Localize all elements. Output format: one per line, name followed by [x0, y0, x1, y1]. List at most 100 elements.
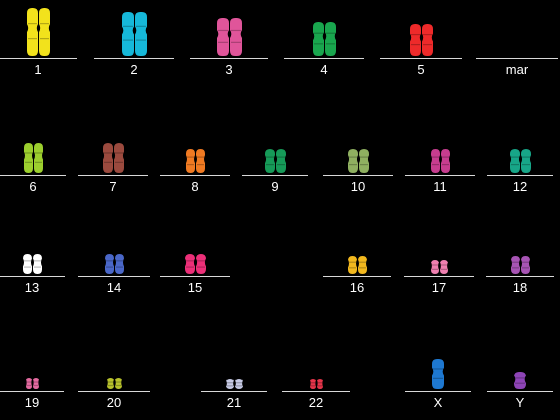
baseline: [323, 175, 393, 176]
chromosome-slot-2: 2: [94, 0, 174, 78]
chromatid-X-1: [432, 359, 444, 389]
baseline: [0, 276, 65, 277]
chromatid-7-1: [102, 143, 113, 173]
chromatid-11-2: [440, 149, 450, 173]
baseline: [476, 58, 558, 59]
chromatid-13-1: [22, 254, 32, 274]
baseline: [94, 58, 174, 59]
chromosome-label: 8: [191, 179, 199, 194]
chromosome-12: [487, 149, 553, 173]
baseline: [380, 58, 462, 59]
chromatid-20-1: [106, 378, 114, 389]
chromatid-22-1: [309, 379, 316, 389]
chromosome-slot-8: 8: [160, 115, 230, 195]
baseline: [282, 391, 350, 392]
chromosome-slot-Y: Y: [487, 331, 553, 411]
chromatid-12-1: [509, 149, 520, 173]
chromosome-17: [404, 260, 474, 274]
chromosome-slot-10: 10: [323, 115, 393, 195]
chromosome-22: [282, 379, 350, 389]
baseline: [0, 58, 77, 59]
chromosome-label: 20: [106, 395, 122, 410]
chromosome-label: 10: [350, 179, 366, 194]
chromatid-15-2: [195, 254, 206, 274]
chromosome-slot-12: 12: [487, 115, 553, 195]
chromosome-label: 1: [34, 62, 42, 77]
chromosome-slot-1: 1: [0, 0, 77, 78]
baseline: [78, 276, 150, 277]
chromatid-14-1: [104, 254, 114, 274]
chromatid-10-1: [347, 149, 358, 173]
chromosome-slot-16: 16: [323, 216, 391, 296]
chromosome-6: [0, 143, 66, 173]
baseline: [160, 276, 230, 277]
chromatid-10-2: [358, 149, 369, 173]
chromosome-label: 22: [308, 395, 324, 410]
chromosome-7: [78, 143, 148, 173]
chromosome-1: [0, 8, 77, 56]
baseline: [487, 391, 553, 392]
chromosome-label: mar: [505, 62, 529, 77]
chromosome-slot-13: 13: [0, 216, 65, 296]
chromosome-label: 18: [512, 280, 528, 295]
chromosome-21: [201, 379, 267, 389]
chromatid-1-1: [26, 8, 38, 56]
chromatid-11-1: [430, 149, 440, 173]
chromatid-21-2: [234, 379, 243, 389]
chromosome-label: 2: [130, 62, 138, 77]
chromosome-label: 6: [29, 179, 37, 194]
chromosome-Y: [487, 372, 553, 389]
chromosome-slot-22: 22: [282, 331, 350, 411]
baseline: [242, 175, 308, 176]
chromatid-2-2: [134, 12, 147, 56]
chromosome-label: 11: [433, 179, 447, 194]
chromosome-slot-11: 11: [405, 115, 475, 195]
chromosome-label: Y: [515, 395, 525, 410]
chromosome-16: [323, 256, 391, 274]
baseline: [486, 276, 554, 277]
chromosome-8: [160, 149, 230, 173]
chromosome-label: 14: [106, 280, 122, 295]
chromosome-slot-17: 17: [404, 216, 474, 296]
chromosome-slot-14: 14: [78, 216, 150, 296]
chromosome-slot-6: 6: [0, 115, 66, 195]
chromosome-slot-3: 3: [190, 0, 268, 78]
chromosome-label: X: [433, 395, 443, 410]
chromosome-13: [0, 254, 65, 274]
chromosome-label: 3: [225, 62, 233, 77]
chromosome-slot-X: X: [405, 331, 471, 411]
chromatid-4-1: [312, 22, 324, 56]
chromosome-slot-19: 19: [0, 331, 64, 411]
chromosome-3: [190, 18, 268, 56]
chromatid-3-2: [229, 18, 242, 56]
chromosome-19: [0, 378, 64, 389]
chromatid-5-1: [409, 24, 421, 56]
chromosome-label: 19: [24, 395, 40, 410]
chromatid-2-1: [121, 12, 134, 56]
chromatid-16-1: [347, 256, 357, 274]
chromosome-14: [78, 254, 150, 274]
baseline: [78, 175, 148, 176]
baseline: [160, 175, 230, 176]
chromosome-4: [284, 22, 364, 56]
chromatid-7-2: [113, 143, 124, 173]
chromatid-6-2: [33, 143, 43, 173]
chromatid-9-1: [264, 149, 275, 173]
chromatid-18-2: [520, 256, 530, 274]
baseline: [190, 58, 268, 59]
chromosome-10: [323, 149, 393, 173]
chromatid-19-1: [25, 378, 32, 389]
chromosome-label: 15: [187, 280, 203, 295]
chromatid-4-2: [324, 22, 336, 56]
chromosome-18: [486, 256, 554, 274]
chromatid-8-1: [185, 149, 195, 173]
chromosome-label: 21: [226, 395, 242, 410]
chromosome-label: 13: [24, 280, 40, 295]
chromatid-18-1: [510, 256, 520, 274]
chromatid-17-2: [439, 260, 448, 274]
baseline: [0, 391, 64, 392]
baseline: [201, 391, 267, 392]
baseline: [405, 175, 475, 176]
baseline: [323, 276, 391, 277]
